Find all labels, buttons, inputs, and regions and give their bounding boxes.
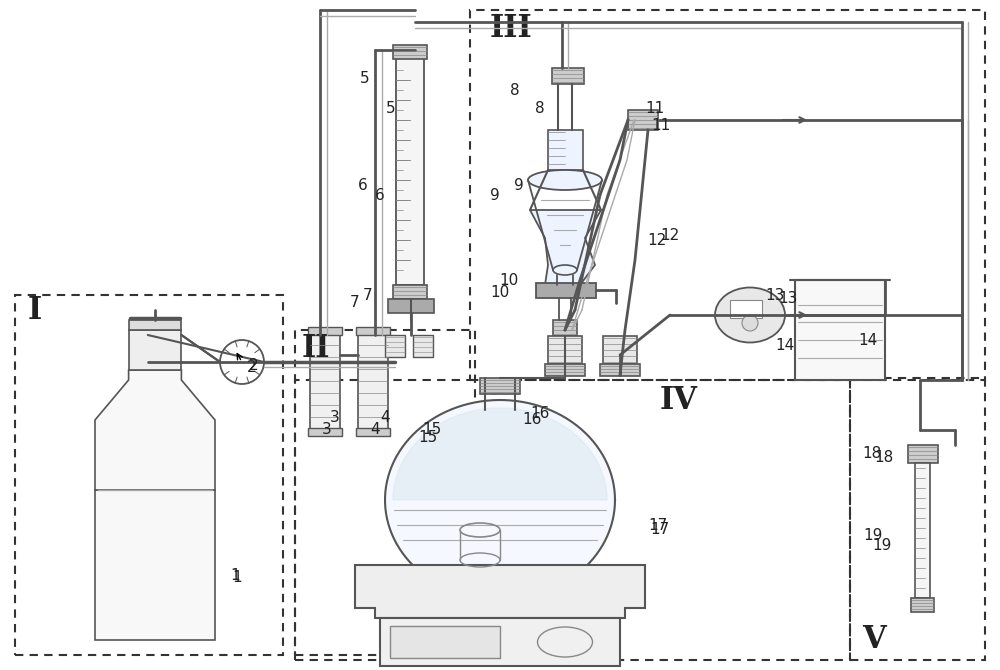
Text: 17: 17: [648, 517, 667, 533]
Ellipse shape: [715, 287, 785, 342]
Text: 14: 14: [775, 338, 794, 352]
Text: 3: 3: [322, 423, 332, 438]
Polygon shape: [393, 408, 607, 500]
Text: 1: 1: [230, 567, 240, 582]
Polygon shape: [95, 370, 215, 490]
Bar: [310, 335, 340, 430]
Bar: [358, 335, 388, 430]
Text: 4: 4: [380, 411, 390, 425]
Text: IV: IV: [660, 385, 698, 415]
Text: 10: 10: [490, 285, 509, 299]
Bar: [911, 598, 934, 612]
Text: II: II: [302, 332, 331, 364]
Bar: [548, 130, 583, 170]
Bar: [356, 428, 390, 436]
Text: 11: 11: [645, 100, 664, 115]
Bar: [393, 45, 427, 59]
Bar: [536, 283, 596, 298]
Ellipse shape: [553, 265, 577, 275]
Bar: [908, 445, 938, 463]
Text: 6: 6: [375, 188, 385, 202]
Bar: [380, 618, 620, 666]
Ellipse shape: [742, 315, 758, 331]
Bar: [552, 68, 584, 84]
Bar: [553, 320, 577, 336]
Bar: [385, 335, 405, 357]
Bar: [850, 378, 985, 660]
Text: 15: 15: [422, 423, 441, 438]
Text: 18: 18: [874, 450, 893, 466]
Text: 19: 19: [863, 527, 882, 543]
Text: 2: 2: [247, 360, 257, 375]
Text: 2: 2: [249, 358, 259, 373]
Text: III: III: [490, 13, 533, 44]
Text: 8: 8: [510, 82, 520, 98]
Text: 9: 9: [514, 178, 524, 192]
Bar: [915, 463, 930, 598]
Bar: [129, 320, 181, 330]
Circle shape: [220, 340, 264, 384]
Bar: [388, 299, 434, 313]
Bar: [603, 336, 637, 364]
Text: 14: 14: [858, 332, 877, 348]
Text: 5: 5: [360, 70, 370, 86]
Text: 1: 1: [232, 570, 242, 586]
Text: 16: 16: [530, 405, 549, 421]
Bar: [628, 110, 658, 130]
Text: 5: 5: [386, 100, 396, 115]
Ellipse shape: [538, 627, 592, 657]
Text: V: V: [862, 624, 886, 655]
Bar: [393, 285, 427, 299]
Polygon shape: [385, 400, 615, 600]
Bar: [15, 295, 283, 655]
Bar: [730, 300, 762, 318]
Text: 3: 3: [330, 411, 340, 425]
Polygon shape: [530, 210, 601, 285]
Polygon shape: [355, 565, 645, 618]
Bar: [600, 364, 640, 376]
Text: 13: 13: [765, 287, 784, 302]
Bar: [295, 380, 850, 660]
Bar: [413, 335, 433, 357]
Bar: [795, 280, 885, 380]
Ellipse shape: [528, 170, 602, 190]
Bar: [545, 364, 585, 376]
Bar: [356, 327, 390, 335]
Text: 12: 12: [660, 228, 679, 243]
Bar: [129, 330, 181, 370]
Text: 12: 12: [647, 232, 666, 247]
Text: 7: 7: [350, 295, 360, 310]
Text: 16: 16: [522, 413, 541, 427]
Bar: [396, 55, 424, 285]
Text: 4: 4: [370, 423, 380, 438]
Bar: [390, 626, 500, 658]
Text: 6: 6: [358, 178, 368, 192]
Text: 8: 8: [535, 100, 545, 115]
Text: 11: 11: [651, 117, 670, 133]
Text: 9: 9: [490, 188, 500, 202]
Text: 13: 13: [778, 291, 797, 306]
Bar: [480, 378, 520, 394]
Bar: [470, 10, 985, 380]
Text: 19: 19: [872, 537, 891, 553]
Bar: [295, 330, 475, 655]
Text: 15: 15: [418, 431, 437, 446]
Bar: [308, 428, 342, 436]
Text: 17: 17: [650, 523, 669, 537]
Bar: [548, 336, 582, 364]
Text: 18: 18: [862, 446, 881, 462]
Text: 10: 10: [499, 273, 518, 287]
Bar: [95, 490, 215, 640]
Bar: [308, 327, 342, 335]
Text: I: I: [28, 295, 42, 326]
Text: 7: 7: [363, 287, 373, 302]
